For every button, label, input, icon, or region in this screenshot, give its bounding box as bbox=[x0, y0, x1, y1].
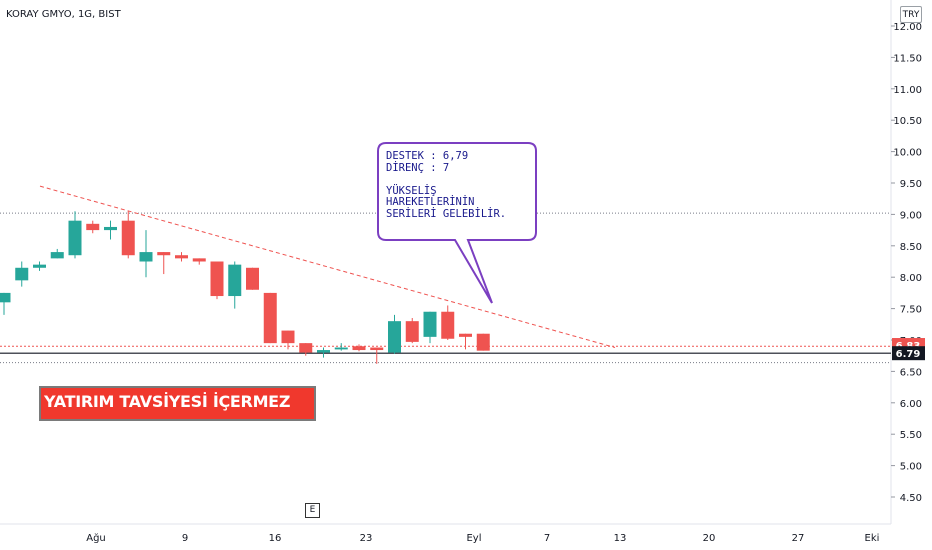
support-price-label: 6.79 bbox=[896, 349, 921, 360]
y-tick-label: 5.50 bbox=[900, 430, 922, 441]
candle-body[interactable] bbox=[405, 321, 419, 342]
candle-body[interactable] bbox=[334, 347, 348, 350]
y-tick-label: 9.00 bbox=[900, 210, 922, 221]
x-tick-label: 27 bbox=[792, 533, 805, 544]
earnings-event-badge[interactable]: E bbox=[305, 503, 320, 518]
annotation-callout-text[interactable]: DESTEK : 6,79 DİRENÇ : 7 YÜKSELİŞ HAREKE… bbox=[386, 150, 507, 220]
candle-body[interactable] bbox=[15, 267, 29, 281]
candle-body[interactable] bbox=[68, 220, 82, 256]
resistance-trend-line[interactable] bbox=[39, 185, 616, 349]
y-tick-label: 8.00 bbox=[900, 273, 922, 284]
candle-body[interactable] bbox=[476, 333, 490, 351]
candle-body[interactable] bbox=[441, 311, 455, 339]
y-tick-label: 10.00 bbox=[893, 148, 922, 159]
candle-body[interactable] bbox=[121, 220, 135, 256]
candle-body[interactable] bbox=[210, 261, 224, 297]
candle-body[interactable] bbox=[370, 347, 384, 351]
candle-body[interactable] bbox=[175, 255, 188, 259]
y-tick-label: 12.00 bbox=[893, 22, 922, 33]
y-tick-label: 9.50 bbox=[900, 179, 922, 190]
candle-body[interactable] bbox=[139, 252, 153, 262]
x-tick-label: 20 bbox=[703, 533, 716, 544]
candle-body[interactable] bbox=[157, 252, 171, 256]
annotation-callout[interactable] bbox=[377, 142, 537, 304]
x-tick-label: Ağu bbox=[86, 532, 106, 544]
currency-button[interactable]: TRY bbox=[900, 6, 922, 23]
x-tick-label: 23 bbox=[360, 533, 373, 544]
x-tick-label: Eki bbox=[865, 533, 880, 544]
x-tick-label: 9 bbox=[182, 533, 188, 544]
candle-body[interactable] bbox=[263, 292, 277, 344]
candle-body[interactable] bbox=[228, 264, 242, 297]
candle-body[interactable] bbox=[317, 350, 330, 353]
y-tick-label: 11.50 bbox=[893, 53, 922, 64]
candle-body[interactable] bbox=[246, 267, 259, 290]
candle-body[interactable] bbox=[104, 226, 117, 231]
disclaimer-banner: YATIRIM TAVSİYESİ İÇERMEZ bbox=[39, 386, 316, 421]
x-tick-label: 13 bbox=[614, 533, 627, 544]
candle-body[interactable] bbox=[459, 333, 472, 337]
y-tick-label: 11.00 bbox=[893, 85, 922, 96]
y-tick-label: 5.00 bbox=[900, 462, 922, 473]
x-tick-label: 16 bbox=[269, 533, 282, 544]
x-tick-label: Eyl bbox=[466, 533, 481, 544]
candle-body[interactable] bbox=[192, 258, 206, 262]
y-tick-label: 4.50 bbox=[900, 493, 922, 504]
candle-body[interactable] bbox=[281, 330, 295, 344]
candle-body[interactable] bbox=[423, 311, 437, 337]
disclaimer-text: YATIRIM TAVSİYESİ İÇERMEZ bbox=[44, 392, 291, 411]
candle-body[interactable] bbox=[50, 252, 64, 259]
y-tick-label: 6.00 bbox=[900, 399, 922, 410]
candle-body[interactable] bbox=[299, 343, 313, 353]
x-tick-label: 7 bbox=[544, 533, 550, 544]
candle-body[interactable] bbox=[388, 321, 401, 353]
symbol-label: KORAY GMYO, 1G, BIST bbox=[6, 9, 121, 20]
support-price-badge bbox=[892, 346, 925, 361]
y-tick-label: 10.50 bbox=[893, 116, 922, 127]
y-tick-label: 7.50 bbox=[900, 305, 922, 316]
y-tick-label: 8.50 bbox=[900, 242, 922, 253]
candle-body[interactable] bbox=[33, 264, 46, 268]
candle-body[interactable] bbox=[352, 346, 366, 351]
candle-body[interactable] bbox=[0, 292, 11, 303]
candle-body[interactable] bbox=[86, 223, 100, 231]
y-tick-label: 6.50 bbox=[900, 367, 922, 378]
